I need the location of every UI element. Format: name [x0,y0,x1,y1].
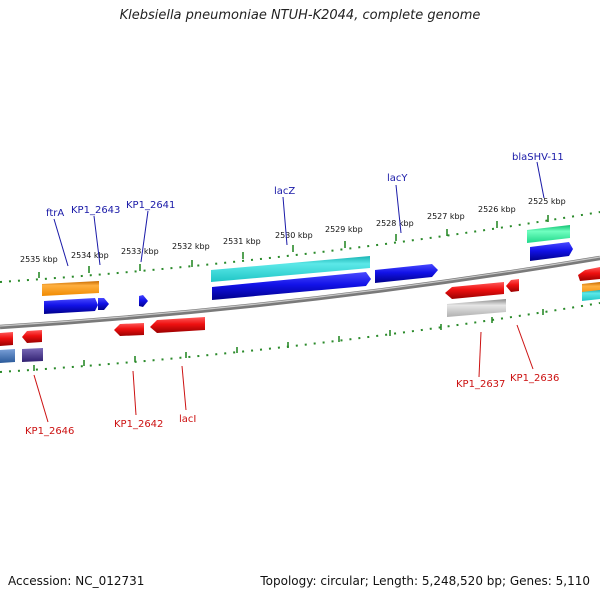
inner-ruler-line [0,302,600,373]
gene-feature-edge-cyan[interactable] [582,290,600,301]
gene-label-KP1_2641[interactable]: KP1_2641 [126,200,175,211]
forward-leader-lines [53,161,545,267]
forward-features [42,225,600,314]
ruler-tick-label: 2528 kbp [376,219,414,228]
gene-label-KP1_2646[interactable]: KP1_2646 [25,426,74,437]
ruler-tick-label: 2525 kbp [528,197,566,206]
reverse-features [0,279,519,363]
reverse-leader-lines [33,324,534,423]
gene-feature-left-red-2[interactable] [22,330,42,343]
ruler-tick-label: 2527 kbp [427,212,465,221]
ruler-tick-label: 2530 kbp [275,231,313,240]
ruler-tick-label: 2532 kbp [172,242,210,251]
gene-label-ftrA[interactable]: ftrA [46,208,64,219]
ruler-tick-label: 2529 kbp [325,225,363,234]
gene-label-KP1_2642[interactable]: KP1_2642 [114,419,163,430]
gene-feature-orange[interactable] [42,281,99,296]
gene-label-lacY[interactable]: lacY [387,173,408,184]
ruler-tick-label: 2535 kbp [20,255,58,264]
gene-feature-grey[interactable] [447,299,506,317]
ruler-tick-label: 2526 kbp [478,205,516,214]
gene-label-blaSHV-11[interactable]: blaSHV-11 [512,152,564,163]
gene-feature-lacI[interactable] [150,317,205,333]
accession-text: Accession: NC_012731 [8,574,145,588]
gene-feature-KP1_2641[interactable] [139,295,148,307]
gene-feature-lacZ-cyan[interactable] [211,256,370,282]
gene-feature-KP1_2643[interactable] [98,298,109,310]
inner-ruler-ticks [33,309,544,371]
ruler-tick-label: 2531 kbp [223,237,261,246]
gene-feature-blaSHV-11-green[interactable] [527,225,570,243]
gene-label-lacZ[interactable]: lacZ [274,186,295,197]
gene-feature-edge-red[interactable] [578,267,600,281]
gene-feature-ftrA[interactable] [44,298,98,314]
map-title: Klebsiella pneumoniae NTUH-K2044, comple… [119,8,481,23]
gene-feature-lacY[interactable] [375,264,438,283]
gene-feature-KP1_2642[interactable] [114,323,144,336]
gene-feature-lacZ[interactable] [212,272,371,300]
gene-feature-blaSHV-11[interactable] [530,242,573,261]
gene-feature-KP1_2637[interactable] [445,282,504,299]
gene-feature-left-steel[interactable] [0,349,15,363]
gene-feature-KP1_2646[interactable] [22,348,43,362]
gene-feature-left-red-1[interactable] [0,332,13,346]
gene-feature-KP1_2636[interactable] [506,279,519,292]
genome-summary-text: Topology: circular; Length: 5,248,520 bp… [260,574,590,588]
gene-label-lacI[interactable]: lacI [179,414,196,425]
genome-backbone [0,255,600,330]
gene-label-KP1_2643[interactable]: KP1_2643 [71,205,120,216]
gene-label-KP1_2636[interactable]: KP1_2636 [510,373,559,384]
ruler-tick-label: 2534 kbp [71,251,109,260]
ruler-tick-label: 2533 kbp [121,247,159,256]
ruler-major-ticks [38,215,549,278]
gene-label-KP1_2637[interactable]: KP1_2637 [456,379,505,390]
